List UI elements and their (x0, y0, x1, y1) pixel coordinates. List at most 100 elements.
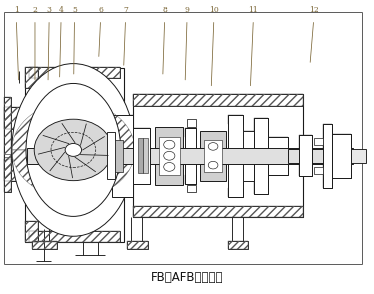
Bar (288, 149, 348, 163)
Bar (107, 132, 115, 138)
Bar (29, 67, 120, 78)
Bar (314, 138, 323, 145)
Bar (138, 138, 142, 173)
Bar (187, 119, 196, 126)
Bar (299, 135, 312, 176)
Bar (243, 131, 254, 181)
Bar (113, 185, 133, 197)
Bar (323, 123, 332, 188)
Bar (107, 132, 115, 179)
Bar (25, 68, 124, 242)
Bar (204, 140, 223, 172)
Bar (4, 159, 25, 181)
Bar (25, 221, 38, 242)
Bar (155, 126, 183, 185)
Bar (113, 185, 133, 197)
Circle shape (65, 143, 82, 156)
Ellipse shape (26, 83, 121, 216)
Text: 5: 5 (72, 6, 77, 14)
Bar (113, 115, 133, 126)
Bar (332, 134, 351, 178)
Bar (133, 175, 150, 183)
Bar (4, 108, 25, 129)
Circle shape (164, 140, 175, 149)
Text: 8: 8 (162, 6, 167, 14)
Bar (113, 115, 133, 126)
Bar (185, 175, 196, 183)
Text: 10: 10 (209, 6, 219, 14)
Bar (133, 128, 150, 137)
Text: 7: 7 (123, 6, 128, 14)
Circle shape (164, 151, 175, 160)
Bar (185, 175, 196, 183)
Bar (268, 137, 288, 175)
Bar (133, 206, 303, 217)
Bar (254, 118, 268, 194)
Bar (128, 240, 148, 249)
Bar (33, 240, 56, 249)
Bar (185, 128, 196, 137)
Bar (133, 128, 150, 183)
Text: FB、AFB型结构图: FB、AFB型结构图 (151, 271, 223, 284)
Bar (25, 221, 38, 242)
Bar (243, 172, 254, 181)
Bar (200, 131, 226, 181)
Text: 1: 1 (14, 6, 19, 14)
Bar (228, 240, 248, 249)
Bar (133, 175, 150, 183)
Bar (243, 172, 254, 181)
Bar (4, 97, 11, 192)
Bar (33, 240, 56, 249)
Bar (107, 173, 115, 179)
Ellipse shape (12, 64, 135, 236)
Bar (299, 135, 312, 176)
Bar (187, 185, 196, 192)
Bar (116, 140, 123, 172)
Bar (107, 173, 115, 179)
Bar (243, 131, 254, 140)
Bar (128, 240, 148, 249)
Circle shape (208, 161, 218, 169)
Bar (228, 188, 243, 197)
Text: 6: 6 (98, 6, 103, 14)
Bar (159, 137, 180, 175)
Bar (4, 108, 25, 129)
Bar (133, 128, 150, 137)
Bar (4, 159, 25, 181)
Bar (228, 115, 243, 123)
Bar (314, 167, 323, 174)
Bar (299, 135, 312, 176)
Text: 11: 11 (248, 6, 258, 14)
Bar (243, 131, 254, 140)
Bar (228, 240, 248, 249)
Bar (29, 67, 120, 78)
Bar (133, 94, 303, 106)
Bar (26, 140, 34, 172)
Bar (268, 137, 288, 175)
Bar (25, 67, 38, 88)
Bar (323, 123, 332, 188)
Bar (228, 115, 243, 197)
Bar (133, 94, 303, 217)
Bar (142, 138, 147, 173)
Text: 2: 2 (33, 6, 37, 14)
Bar (27, 148, 353, 164)
Bar (113, 115, 133, 197)
Bar (133, 206, 303, 217)
Bar (268, 137, 288, 175)
Bar (4, 97, 11, 192)
Text: 9: 9 (184, 6, 190, 14)
Bar (332, 134, 351, 178)
Bar (34, 144, 40, 168)
Bar (29, 231, 120, 242)
Bar (26, 140, 34, 172)
Bar (25, 67, 38, 88)
Bar (332, 134, 351, 178)
Bar (133, 94, 303, 106)
Text: 12: 12 (309, 6, 319, 14)
Bar (254, 118, 268, 194)
Bar (323, 123, 332, 188)
Text: 3: 3 (47, 6, 52, 14)
Circle shape (208, 143, 218, 150)
Bar (107, 132, 115, 138)
